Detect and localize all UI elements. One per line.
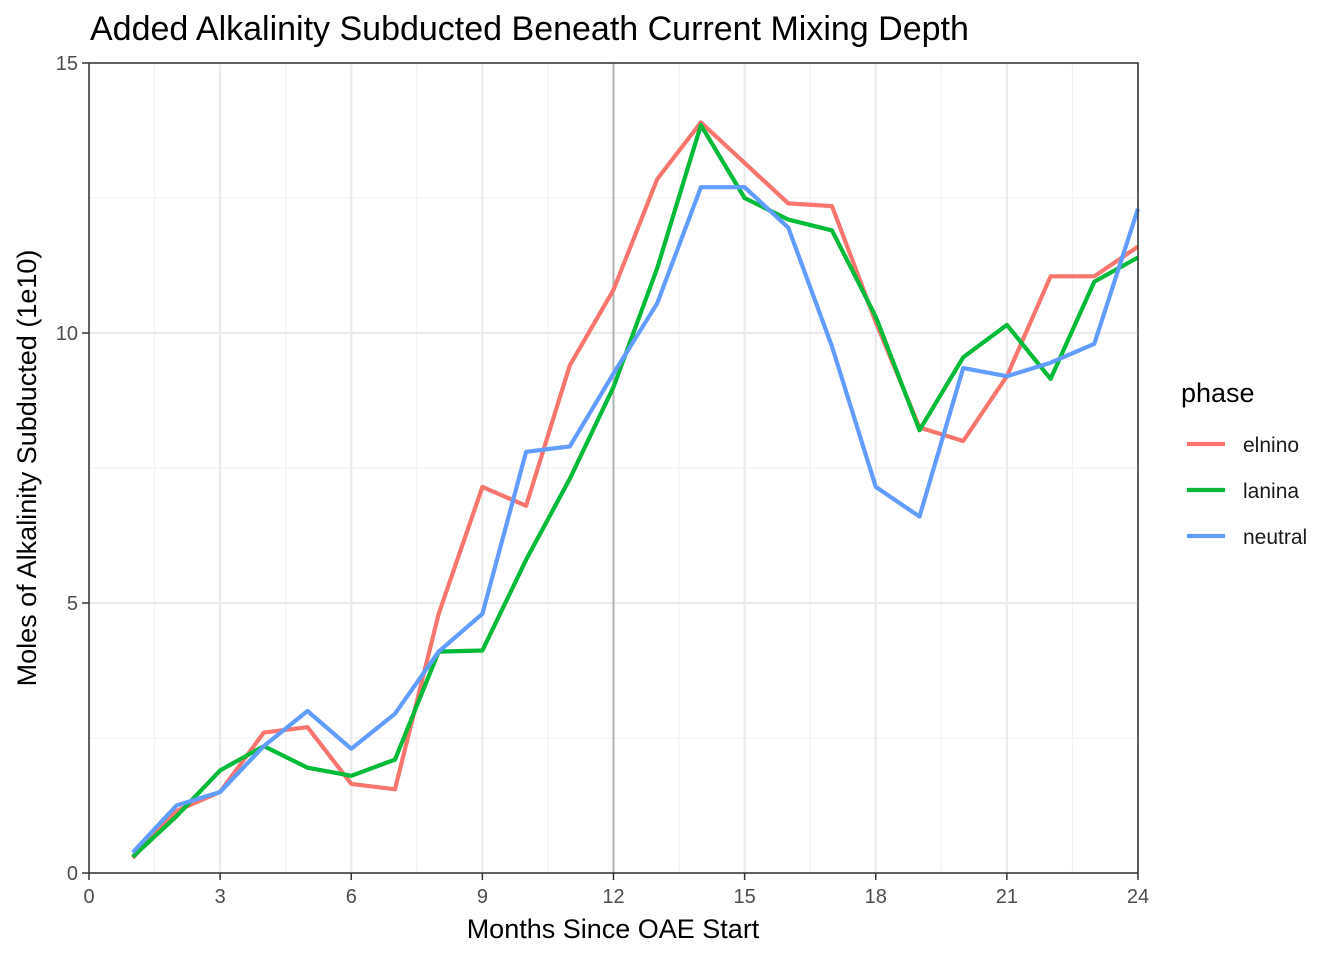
- x-tick-label: 6: [346, 886, 357, 908]
- x-tick-label: 21: [996, 886, 1018, 908]
- series-line-elnino: [131, 120, 1140, 860]
- series-line-neutral: [131, 185, 1140, 854]
- legend-label-neutral: neutral: [1243, 526, 1307, 549]
- y-tick-label: 10: [56, 323, 78, 345]
- legend-label-elnino: elnino: [1243, 434, 1299, 457]
- x-tick-label: 3: [215, 886, 226, 908]
- x-tick-label: 0: [83, 886, 94, 908]
- series-line-lanina: [131, 122, 1140, 859]
- legend-label-lanina: lanina: [1243, 480, 1299, 503]
- x-tick-label: 24: [1127, 886, 1149, 908]
- x-tick-label: 9: [477, 886, 488, 908]
- x-tick-label: 18: [865, 886, 887, 908]
- y-tick-label: 5: [67, 593, 78, 615]
- y-axis: 0 5 10 15: [56, 53, 89, 885]
- legend: phase elnino lanina neutral: [1181, 378, 1307, 549]
- chart-title: Added Alkalinity Subducted Beneath Curre…: [90, 10, 969, 48]
- y-tick-label: 15: [56, 53, 78, 75]
- plot-area: [87, 61, 1140, 875]
- y-axis-title: Moles of Alkalinity Subducted (1e10): [12, 250, 42, 687]
- legend-title: phase: [1181, 378, 1255, 408]
- x-axis: 0 3 6 9 12 15 18 21 24: [83, 873, 1149, 908]
- y-tick-label: 0: [67, 863, 78, 885]
- x-tick-label: 15: [734, 886, 756, 908]
- x-axis-title: Months Since OAE Start: [467, 914, 760, 944]
- series-lines: [131, 120, 1140, 860]
- x-tick-label: 12: [602, 886, 624, 908]
